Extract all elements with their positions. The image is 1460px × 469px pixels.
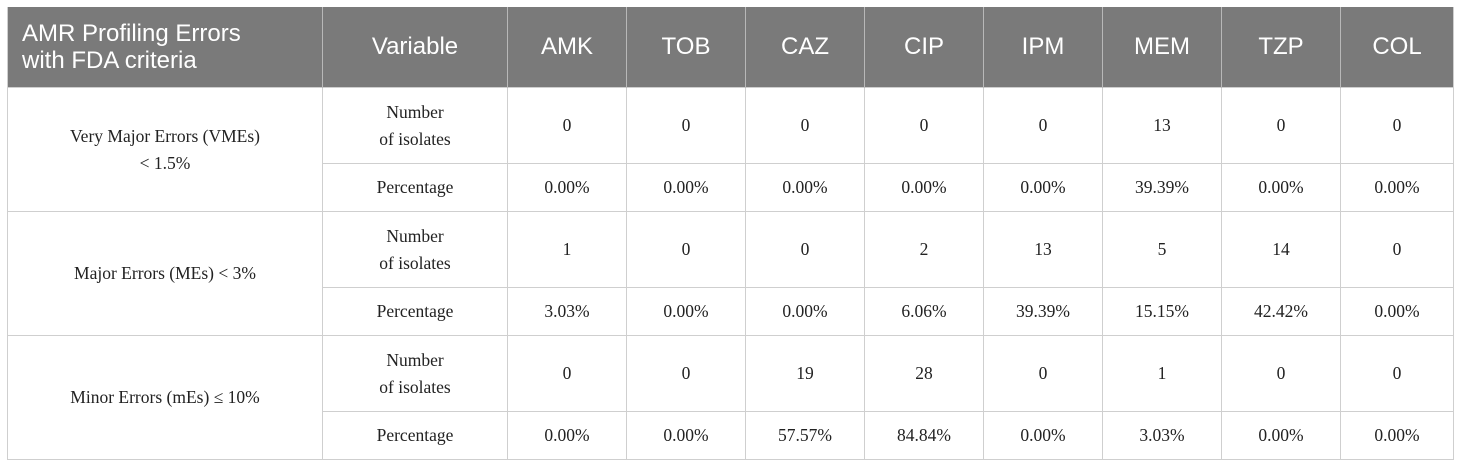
percentage-cell: 0.00% bbox=[864, 163, 984, 212]
count-cell: 2 bbox=[864, 211, 984, 288]
percentage-cell: 42.42% bbox=[1221, 287, 1341, 336]
variable-count-label-line-2: of isolates bbox=[379, 376, 451, 397]
header-drug-ipm: IPM bbox=[983, 7, 1103, 88]
amr-error-table: AMR Profiling Errors with FDA criteria V… bbox=[7, 7, 1454, 460]
table-row: Very Major Errors (VMEs) < 1.5% Number o… bbox=[7, 87, 1454, 212]
count-cell: 14 bbox=[1221, 211, 1341, 288]
percentage-cell: 0.00% bbox=[626, 163, 746, 212]
percentage-cell: 0.00% bbox=[1221, 411, 1341, 460]
variable-percentage-label: Percentage bbox=[322, 411, 508, 460]
count-cell: 0 bbox=[983, 335, 1103, 412]
variable-count-label: Number of isolates bbox=[322, 211, 508, 288]
percentage-cell: 0.00% bbox=[1340, 163, 1454, 212]
count-cell: 0 bbox=[1340, 87, 1454, 164]
variable-count-label-line-1: Number bbox=[386, 101, 444, 122]
variable-percentage-label: Percentage bbox=[322, 287, 508, 336]
header-drug-tzp: TZP bbox=[1221, 7, 1341, 88]
table-row: Percentage 0.00% 0.00% 57.57% 84.84% 0.0… bbox=[8, 411, 1454, 460]
header-drug-caz: CAZ bbox=[745, 7, 865, 88]
percentage-cell: 0.00% bbox=[626, 411, 746, 460]
count-cell: 0 bbox=[745, 211, 865, 288]
table-row: Percentage 0.00% 0.00% 0.00% 0.00% 0.00%… bbox=[8, 163, 1454, 212]
category-me-minor: Minor Errors (mEs) ≤ 10% bbox=[7, 335, 323, 460]
header-category: AMR Profiling Errors with FDA criteria bbox=[7, 7, 323, 88]
count-cell: 0 bbox=[626, 335, 746, 412]
percentage-cell: 39.39% bbox=[1102, 163, 1222, 212]
header-category-line-1: AMR Profiling Errors bbox=[22, 20, 241, 47]
count-cell: 0 bbox=[1221, 335, 1341, 412]
category-me: Major Errors (MEs) < 3% bbox=[7, 211, 323, 336]
percentage-cell: 0.00% bbox=[626, 287, 746, 336]
count-cell: 0 bbox=[983, 87, 1103, 164]
percentage-cell: 0.00% bbox=[507, 411, 627, 460]
percentage-cell: 3.03% bbox=[507, 287, 627, 336]
count-cell: 0 bbox=[507, 87, 627, 164]
variable-percentage-label: Percentage bbox=[322, 163, 508, 212]
header-category-line-2: with FDA criteria bbox=[22, 47, 197, 74]
table-row: Minor Errors (mEs) ≤ 10% Number of isola… bbox=[7, 335, 1454, 460]
percentage-cell: 57.57% bbox=[745, 411, 865, 460]
table-row: Major Errors (MEs) < 3% Number of isolat… bbox=[7, 211, 1454, 336]
variable-count-label-line-1: Number bbox=[386, 225, 444, 246]
percentage-cell: 0.00% bbox=[1340, 411, 1454, 460]
count-cell: 0 bbox=[1340, 211, 1454, 288]
percentage-cell: 0.00% bbox=[983, 163, 1103, 212]
count-cell: 0 bbox=[626, 87, 746, 164]
count-cell: 5 bbox=[1102, 211, 1222, 288]
count-cell: 13 bbox=[1102, 87, 1222, 164]
percentage-cell: 0.00% bbox=[983, 411, 1103, 460]
category-vme-line-1: Very Major Errors (VMEs) bbox=[69, 125, 261, 146]
count-cell: 0 bbox=[626, 211, 746, 288]
header-drug-cip: CIP bbox=[864, 7, 984, 88]
variable-count-label-line-2: of isolates bbox=[379, 252, 451, 273]
percentage-cell: 0.00% bbox=[745, 163, 865, 212]
header-drug-tob: TOB bbox=[626, 7, 746, 88]
percentage-cell: 84.84% bbox=[864, 411, 984, 460]
category-vme: Very Major Errors (VMEs) < 1.5% bbox=[7, 87, 323, 212]
count-cell: 0 bbox=[745, 87, 865, 164]
variable-count-label: Number of isolates bbox=[322, 87, 508, 164]
header-row: AMR Profiling Errors with FDA criteria V… bbox=[7, 7, 1454, 88]
percentage-cell: 15.15% bbox=[1102, 287, 1222, 336]
count-cell: 0 bbox=[1221, 87, 1341, 164]
header-drug-col: COL bbox=[1340, 7, 1454, 88]
percentage-cell: 0.00% bbox=[507, 163, 627, 212]
variable-count-label-line-1: Number bbox=[386, 349, 444, 370]
count-cell: 28 bbox=[864, 335, 984, 412]
percentage-cell: 0.00% bbox=[1221, 163, 1341, 212]
count-cell: 13 bbox=[983, 211, 1103, 288]
header-drug-amk: AMK bbox=[507, 7, 627, 88]
count-cell: 0 bbox=[507, 335, 627, 412]
count-cell: 0 bbox=[1340, 335, 1454, 412]
header-variable: Variable bbox=[322, 7, 508, 88]
category-vme-line-2: < 1.5% bbox=[139, 152, 191, 173]
variable-count-label-line-2: of isolates bbox=[379, 128, 451, 149]
percentage-cell: 0.00% bbox=[745, 287, 865, 336]
percentage-cell: 39.39% bbox=[983, 287, 1103, 336]
table-row: Percentage 3.03% 0.00% 0.00% 6.06% 39.39… bbox=[8, 287, 1454, 336]
header-drug-mem: MEM bbox=[1102, 7, 1222, 88]
variable-count-label: Number of isolates bbox=[322, 335, 508, 412]
count-cell: 1 bbox=[507, 211, 627, 288]
count-cell: 19 bbox=[745, 335, 865, 412]
count-cell: 1 bbox=[1102, 335, 1222, 412]
count-cell: 0 bbox=[864, 87, 984, 164]
percentage-cell: 3.03% bbox=[1102, 411, 1222, 460]
percentage-cell: 0.00% bbox=[1340, 287, 1454, 336]
percentage-cell: 6.06% bbox=[864, 287, 984, 336]
amr-error-table-container: AMR Profiling Errors with FDA criteria V… bbox=[7, 7, 1454, 460]
